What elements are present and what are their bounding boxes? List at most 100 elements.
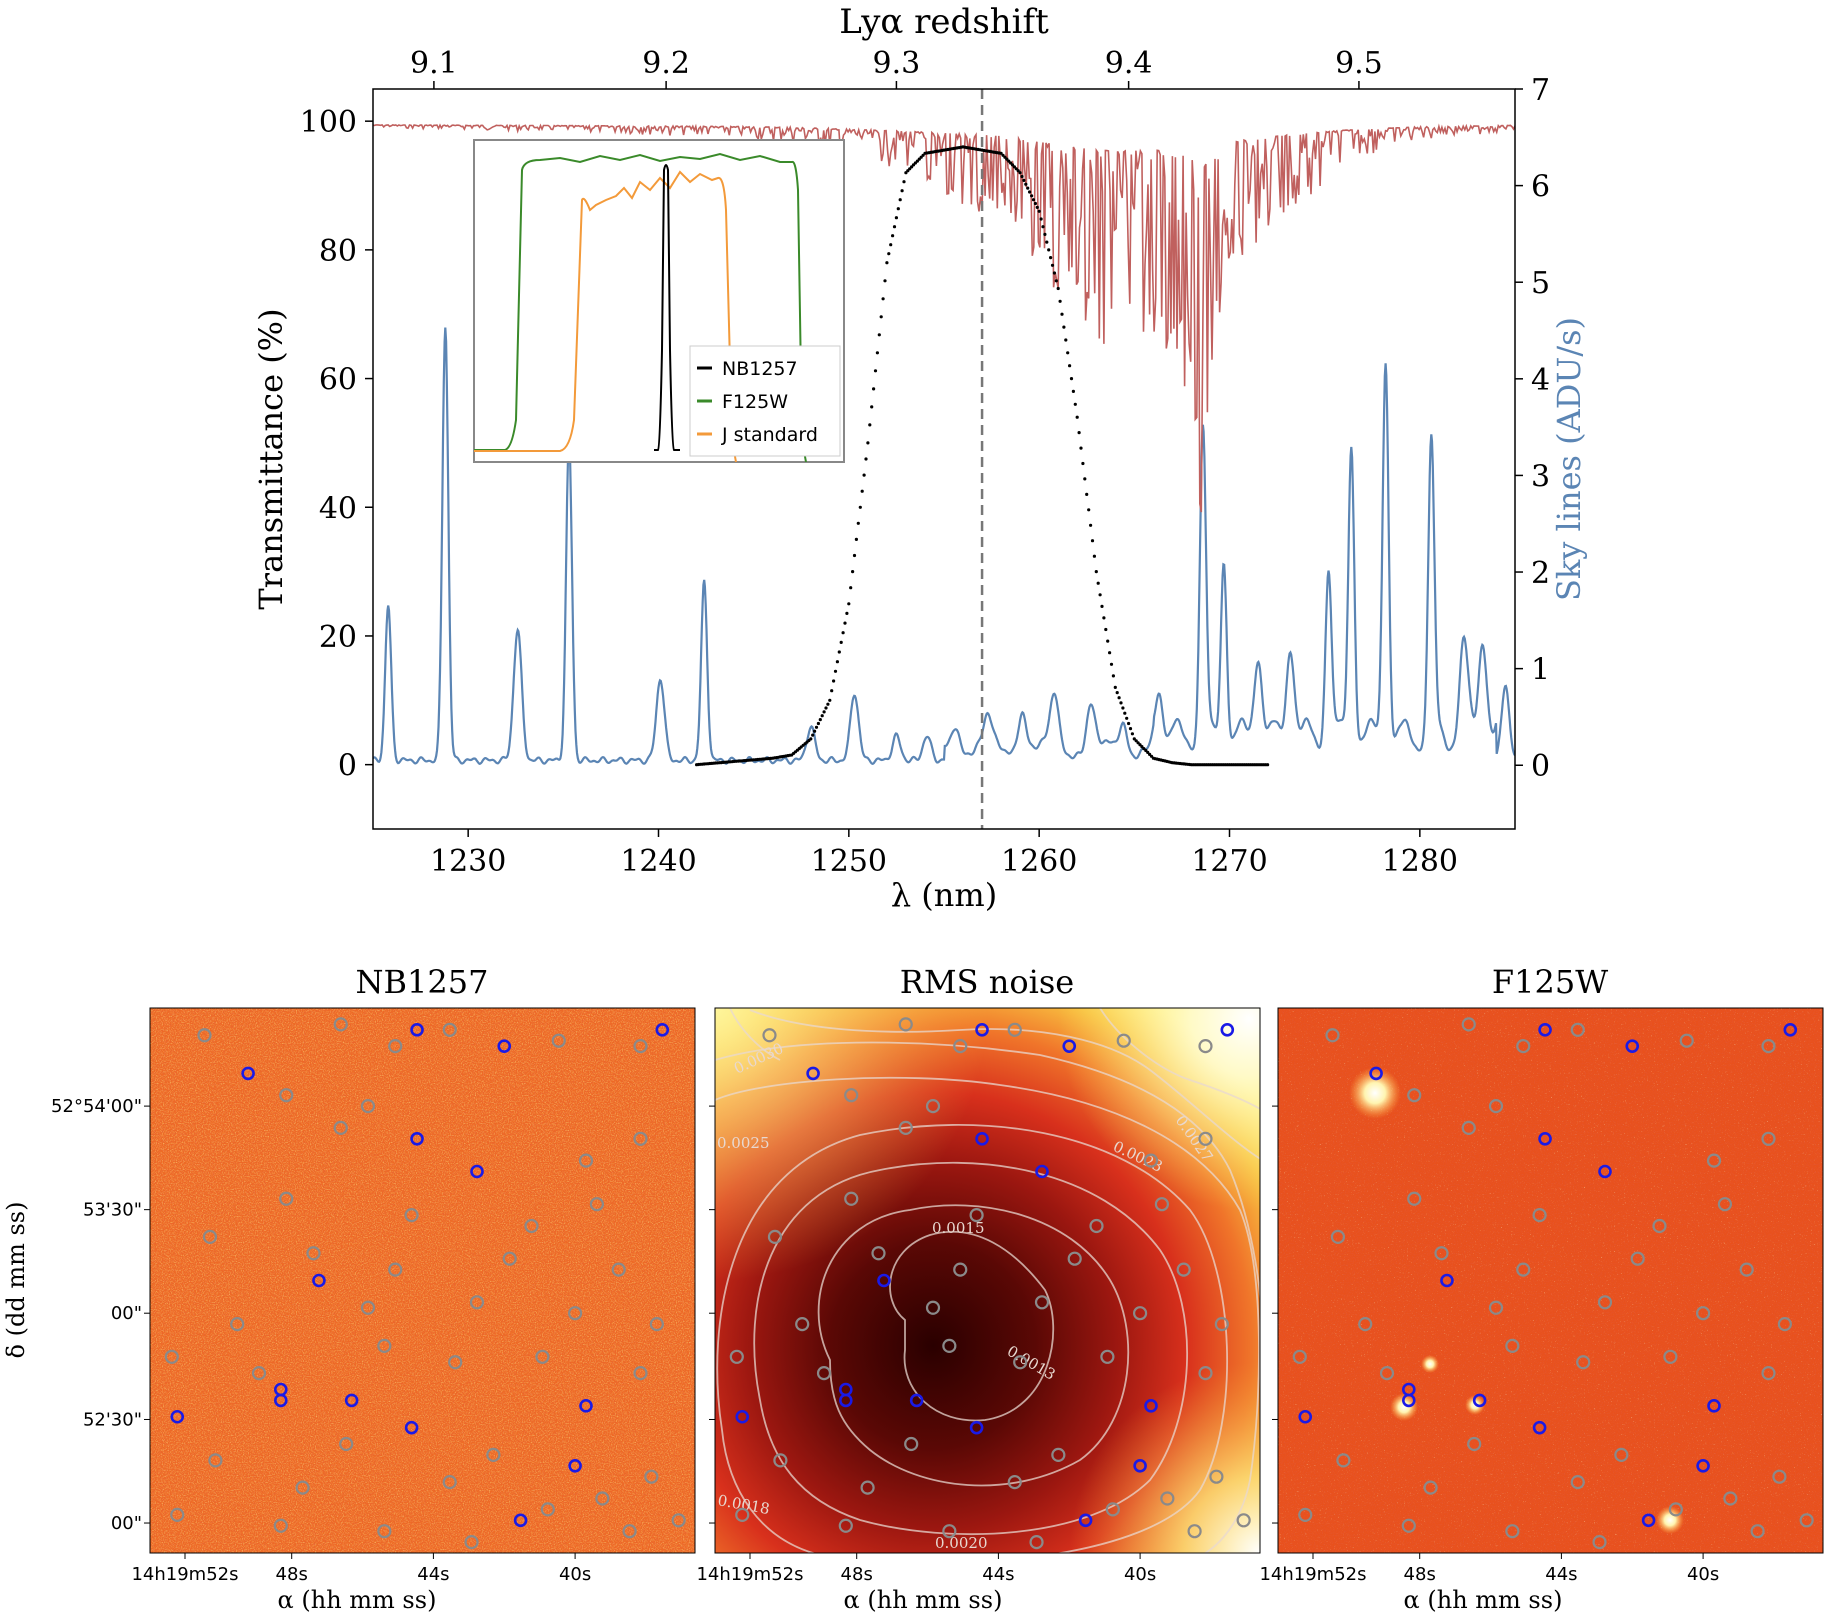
nb1257-point: [896, 207, 900, 211]
gray-source-marker: [306, 1246, 321, 1261]
nb1257-point: [1100, 604, 1104, 609]
nb1257-point: [816, 721, 821, 726]
y-axis-right-label: Sky lines (ADU/s): [1550, 317, 1588, 601]
x-top-tick-label: 9.5: [1335, 46, 1383, 81]
x-top-tick-label: 9.2: [642, 46, 690, 81]
nb1257-point: [862, 473, 866, 477]
gray-source-marker: [1298, 1507, 1313, 1522]
nb1257-point: [851, 570, 855, 574]
sky-transmission-curve: [373, 123, 1515, 513]
nb1257-filter-series: [695, 145, 1270, 767]
nb1257-point: [1108, 651, 1112, 655]
nb1257-point: [839, 640, 843, 645]
nb1257-point: [824, 706, 828, 710]
gray-source-marker: [1187, 1524, 1202, 1539]
blue-source-marker: [969, 1420, 984, 1435]
gray-source-marker: [860, 1480, 875, 1495]
bottom-x-tick-label: 48s: [841, 1564, 873, 1585]
y-axis-right-ticks: 0 1 2 3 4 5 6 7: [1515, 73, 1550, 784]
nb1257-point: [1081, 461, 1085, 466]
nb1257-point: [900, 189, 904, 193]
gray-source-marker: [1067, 1251, 1082, 1266]
gray-source-marker: [925, 1098, 941, 1114]
blue-source-marker: [1133, 1459, 1147, 1473]
nb1257-point: [828, 698, 832, 702]
blue-source-marker: [1220, 1023, 1235, 1037]
gray-source-marker: [1505, 1338, 1520, 1354]
blue-source-marker: [404, 1420, 419, 1435]
nb1257-point: [1134, 739, 1138, 743]
bottom-y-tick-label: 00": [111, 1303, 142, 1324]
nb1257-point: [1049, 256, 1053, 260]
gray-source-marker: [1488, 1300, 1504, 1315]
nb1257-point: [892, 225, 897, 229]
gray-source-marker: [388, 1039, 403, 1054]
plot-frame: [372, 88, 1516, 830]
gray-source-marker: [1105, 1502, 1120, 1517]
gray-source-marker: [1695, 1306, 1711, 1321]
nb1257-point: [832, 679, 836, 683]
y-left-tick-label: 20: [319, 620, 357, 655]
gray-source-marker: [1034, 1295, 1050, 1310]
gray-source-marker: [1761, 1039, 1776, 1054]
nb1257-point: [833, 669, 838, 673]
nb1257-point: [1060, 312, 1064, 316]
gray-source-marker: [1761, 1131, 1776, 1146]
blue-source-marker: [568, 1459, 582, 1473]
legend-label-jstandard: J standard: [721, 424, 818, 446]
gray-source-marker: [1434, 1246, 1449, 1261]
bottom-y-tick-label: 52°54'00": [51, 1096, 142, 1117]
contour-0020: [716, 1124, 1229, 1553]
legend-box: [689, 345, 841, 457]
nb1257-point: [1098, 593, 1102, 597]
panel-frame: [714, 1007, 1261, 1554]
nb1257-point: [877, 333, 881, 337]
gray-source-marker: [1488, 1098, 1504, 1114]
gray-source-marker: [1214, 1316, 1229, 1332]
gray-source-marker: [953, 1262, 968, 1277]
y-right-tick-label: 4: [1531, 363, 1550, 398]
gray-source-marker: [816, 1366, 832, 1381]
nb1257-point: [1130, 732, 1134, 736]
nb1257-point: [883, 279, 887, 283]
nb1257-point: [881, 297, 885, 301]
gray-source-marker: [904, 1436, 919, 1452]
y-left-tick-label: 80: [319, 234, 357, 269]
gray-source-marker: [1198, 1366, 1213, 1381]
nb1257-point: [1045, 240, 1049, 244]
blue-source-marker: [513, 1513, 528, 1528]
nb1257-point: [854, 537, 859, 542]
panel-frame: [149, 1007, 696, 1554]
nb1257-point: [1125, 716, 1129, 720]
gray-source-marker: [942, 1524, 957, 1539]
nb1257-point: [889, 243, 893, 247]
gray-source-marker: [1630, 1251, 1645, 1266]
gray-source-marker: [953, 1039, 968, 1054]
gray-source-marker: [1777, 1316, 1792, 1332]
gray-source-marker: [925, 1300, 941, 1315]
nb1257-point: [1068, 364, 1072, 368]
x-tick-label: 1250: [811, 844, 887, 879]
nb1257-point: [1005, 157, 1009, 161]
blue-source-marker: [1625, 1039, 1640, 1053]
nb1257-point: [845, 611, 849, 616]
gray-source-marker: [339, 1436, 354, 1452]
x-tick-label: 1260: [1001, 844, 1077, 879]
nb1257-point: [1089, 523, 1093, 527]
gray-source-marker: [578, 1153, 594, 1168]
gray-source-marker: [1516, 1262, 1531, 1277]
nb1257-point: [1031, 198, 1036, 202]
blue-source-marker: [975, 1132, 989, 1146]
nb1257-point: [1010, 163, 1015, 167]
gray-source-marker: [649, 1316, 664, 1332]
blue-source-marker: [410, 1132, 424, 1146]
nb1257-point: [1056, 286, 1060, 291]
gray-source-marker: [871, 1246, 886, 1261]
gray-source-marker: [1407, 1191, 1422, 1206]
gray-source-marker: [1772, 1469, 1787, 1484]
gray-source-marker: [633, 1131, 648, 1146]
blue-source-marker: [806, 1066, 820, 1081]
x-tick-label: 1240: [620, 844, 696, 879]
nb1257-point: [1030, 194, 1034, 198]
nb1257-point: [866, 441, 870, 445]
